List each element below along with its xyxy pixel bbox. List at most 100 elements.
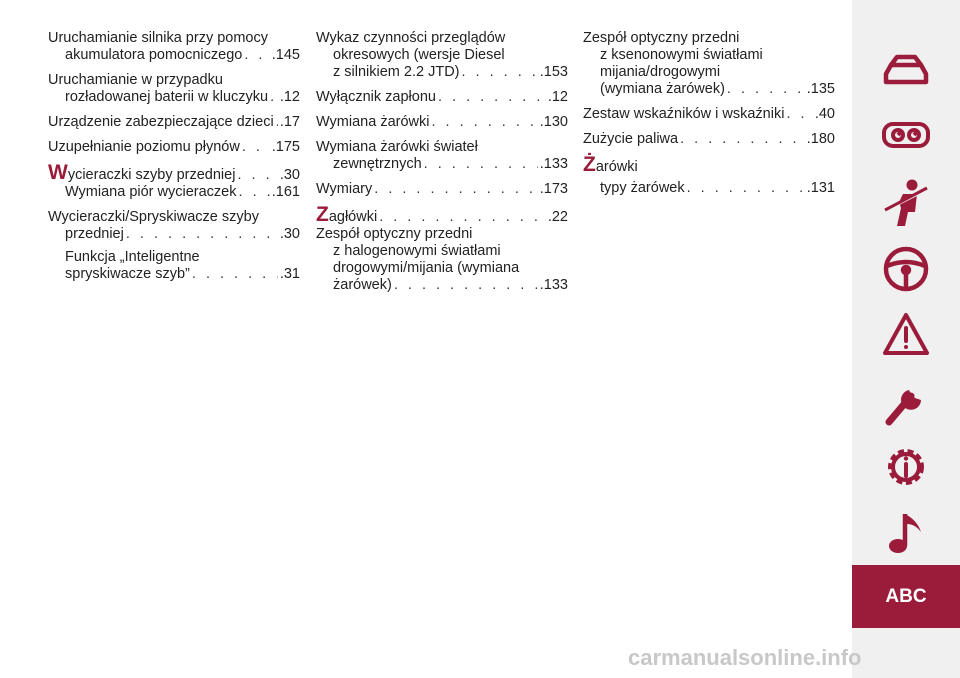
entry-text: z silnikiem 2.2 JTD) — [333, 64, 460, 80]
index-entry: Wycieraczki szyby przedniej .30 Wymiana p… — [48, 162, 300, 201]
index-entry: Zużycie paliwa .180 — [583, 131, 835, 148]
entry-text: Uzupełnianie poziomu płynów — [48, 139, 240, 155]
leader-dots — [244, 47, 269, 64]
index-column-3: Zespół optyczny przedni z ksenonowymi św… — [583, 30, 835, 205]
leader-dots — [239, 184, 270, 201]
tab-abc-index[interactable]: ABC — [852, 565, 960, 628]
leader-dots — [242, 139, 270, 156]
entry-text: przedniej — [65, 226, 124, 242]
leader-dots — [126, 226, 278, 243]
sub-entry-leader-line: spryskiwacze szyb” .31 — [48, 266, 300, 283]
page-number: .161 — [271, 184, 300, 200]
entry-text: Zespół optyczny przedni — [316, 226, 473, 242]
entry-leader-line: z silnikiem 2.2 JTD) .153 — [316, 64, 568, 81]
page-number: .153 — [539, 64, 568, 80]
entry-leader-line: Wycieraczki szyby przedniej .30 — [48, 162, 300, 184]
index-entry: Urządzenie zabezpieczające dzieci .17 — [48, 114, 300, 131]
leader-dots — [462, 64, 538, 81]
index-entry: Wycieraczki/Spryskiwacze szyby przedniej… — [48, 209, 300, 283]
entry-text: Uruchamianie silnika przy pomocy — [48, 30, 268, 46]
page-number: .145 — [271, 47, 300, 63]
entry-text: agłówki — [328, 209, 378, 225]
entry-text: typy żarówek — [600, 180, 685, 196]
leader-dots — [680, 131, 805, 148]
chapter-sidebar: ABC — [852, 0, 960, 678]
leader-dots — [424, 156, 538, 173]
leader-dots — [438, 89, 546, 106]
index-column-1: Uruchamianie silnika przy pomocy akumula… — [48, 30, 300, 291]
page-number: .133 — [539, 277, 568, 293]
entry-leader-line: Zużycie paliwa .180 — [583, 131, 835, 148]
entry-text: Funkcja „Inteligentne — [65, 249, 200, 265]
entry-text: mijania/drogowymi — [600, 64, 721, 80]
page-number: .30 — [279, 226, 300, 242]
entry-text: Wymiary — [316, 181, 373, 197]
leader-dots — [374, 181, 538, 198]
index-entry: Uruchamianie silnika przy pomocy akumula… — [48, 30, 300, 64]
index-entry: Wymiana żarówki .130 — [316, 114, 568, 131]
entry-leader-line: Urządzenie zabezpieczające dzieci .17 — [48, 114, 300, 131]
section-letter: Ż — [583, 153, 596, 176]
entry-leader-line: akumulatora pomocniczego .145 — [48, 47, 300, 64]
index-entry: Zagłówki .22 — [316, 204, 568, 226]
entry-leader-line: (wymiana żarówek) .135 — [583, 81, 835, 98]
index-entry: Zestaw wskaźników i wskaźniki .40 — [583, 106, 835, 123]
entry-text: Wyłącznik zapłonu — [316, 89, 436, 105]
page-number: .131 — [806, 180, 835, 196]
entry-text: z halogenowymi światłami — [333, 243, 501, 259]
entry-text: Żarówki — [583, 153, 835, 176]
entry-leader-line: Zagłówki .22 — [316, 204, 568, 226]
watermark: carmanualsonline.info — [628, 645, 862, 670]
entry-leader-line: Wyłącznik zapłonu .12 — [316, 89, 568, 106]
seatbelt-person-icon[interactable] — [881, 178, 931, 228]
entry-text: Wycieraczki/Spryskiwacze szyby — [48, 209, 259, 225]
index-entry: Uruchamianie w przypadku rozładowanej ba… — [48, 72, 300, 106]
leader-dots — [687, 180, 805, 197]
entry-text: okresowych (wersje Diesel — [333, 47, 505, 63]
entry-leader-line: Wymiana żarówki .130 — [316, 114, 568, 131]
leader-dots — [394, 277, 538, 294]
wrench-icon[interactable] — [881, 376, 931, 426]
car-icon[interactable] — [881, 44, 931, 94]
entry-text: z ksenonowymi światłami — [600, 47, 763, 63]
leader-dots — [192, 266, 278, 283]
page-number: .22 — [547, 209, 568, 225]
leader-dots — [379, 209, 546, 226]
page-number: .30 — [279, 167, 300, 183]
index-entry: Wymiana żarówki świateł zewnętrznych .133 — [316, 139, 568, 173]
entry-text: arówki — [595, 159, 638, 175]
entry-text: ycieraczki szyby przedniej — [67, 167, 236, 183]
entry-text: zewnętrznych — [333, 156, 422, 172]
leader-dots — [270, 89, 278, 106]
sub-entry-leader-line: Wymiana piór wycieraczek .161 — [48, 184, 300, 201]
leader-dots — [727, 81, 805, 98]
entry-text: Wykaz czynności przeglądów — [316, 30, 506, 46]
info-gear-icon[interactable] — [881, 442, 931, 492]
page-number: .31 — [279, 266, 300, 282]
page-number: .175 — [271, 139, 300, 155]
entry-text: Uruchamianie w przypadku — [48, 72, 223, 88]
entry-text: akumulatora pomocniczego — [65, 47, 243, 63]
index-column-2: Wykaz czynności przeglądów okresowych (w… — [316, 30, 568, 302]
leader-dots — [237, 167, 277, 184]
index-entry: Zespół optyczny przedni z halogenowymi ś… — [316, 226, 568, 294]
warning-triangle-icon[interactable] — [881, 310, 931, 360]
index-entry: Uzupełnianie poziomu płynów .175 — [48, 139, 300, 156]
index-entry: Zespół optyczny przedni z ksenonowymi św… — [583, 30, 835, 98]
music-note-icon[interactable] — [881, 508, 931, 558]
page-number: .12 — [547, 89, 568, 105]
entry-leader-line: zewnętrznych .133 — [316, 156, 568, 173]
steering-wheel-icon[interactable] — [881, 244, 931, 294]
entry-text: Urządzenie zabezpieczające dzieci — [48, 114, 274, 130]
entry-leader-line: żarówek) .133 — [316, 277, 568, 294]
index-entry: Wykaz czynności przeglądów okresowych (w… — [316, 30, 568, 81]
page-number: .130 — [539, 114, 568, 130]
entry-leader-line: Zestaw wskaźników i wskaźniki .40 — [583, 106, 835, 123]
entry-text: Zespół optyczny przedni — [583, 30, 740, 46]
page-number: .180 — [806, 131, 835, 147]
sub-entry-leader-line: typy żarówek .131 — [583, 180, 835, 197]
dashboard-gauges-icon[interactable] — [881, 110, 931, 160]
index-entry: Wyłącznik zapłonu .12 — [316, 89, 568, 106]
page-number: .17 — [279, 114, 300, 130]
page-number: .135 — [806, 81, 835, 97]
